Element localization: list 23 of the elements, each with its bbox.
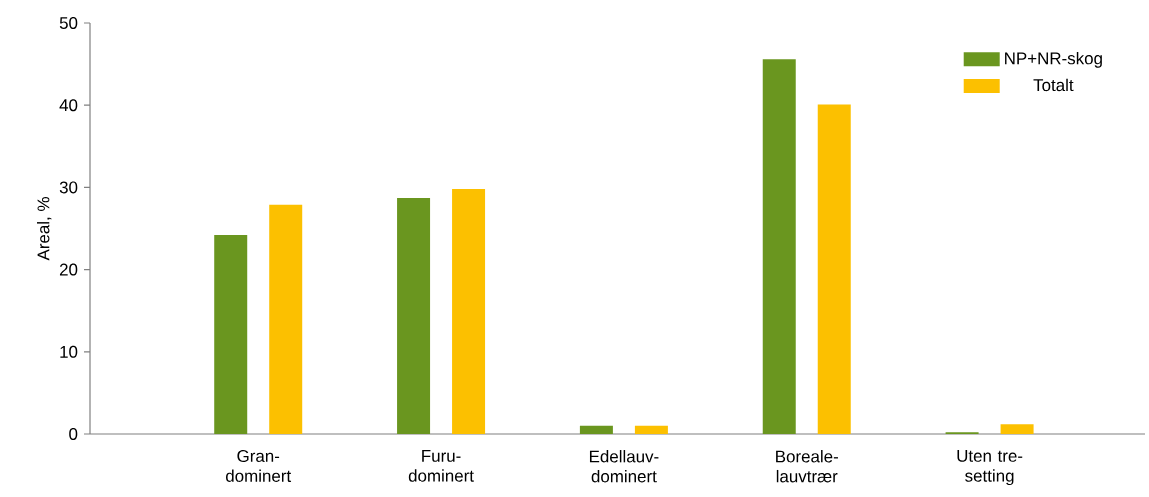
x-tick-label: Uten tre- setting bbox=[957, 450, 1023, 486]
y-tick-label: 10 bbox=[60, 345, 78, 358]
bar bbox=[397, 198, 431, 434]
x-tick-label: Boreale- lauvtrær bbox=[776, 450, 838, 483]
y-tick-label: 20 bbox=[59, 263, 78, 276]
bar bbox=[214, 235, 248, 434]
y-tick-label: 0 bbox=[69, 428, 78, 440]
y-axis-title: Areal, % bbox=[36, 197, 52, 261]
bar bbox=[762, 59, 796, 434]
bar bbox=[269, 204, 303, 434]
bar bbox=[1000, 424, 1034, 434]
y-tick-label: 50 bbox=[59, 17, 78, 29]
x-tick-label: Furu- dominert bbox=[408, 450, 474, 482]
x-tick-label: Gran- dominert bbox=[225, 450, 292, 482]
bar bbox=[817, 104, 851, 434]
legend-label: NP+NR-skog bbox=[1005, 51, 1102, 68]
y-tick-label: 30 bbox=[59, 181, 78, 194]
x-tick-label: Edellauv- dominert bbox=[589, 450, 659, 483]
bar bbox=[634, 425, 668, 434]
bar bbox=[452, 189, 486, 434]
y-tick-label: 40 bbox=[59, 99, 78, 112]
bar bbox=[579, 425, 613, 434]
legend-label: Totalt bbox=[1033, 78, 1074, 92]
